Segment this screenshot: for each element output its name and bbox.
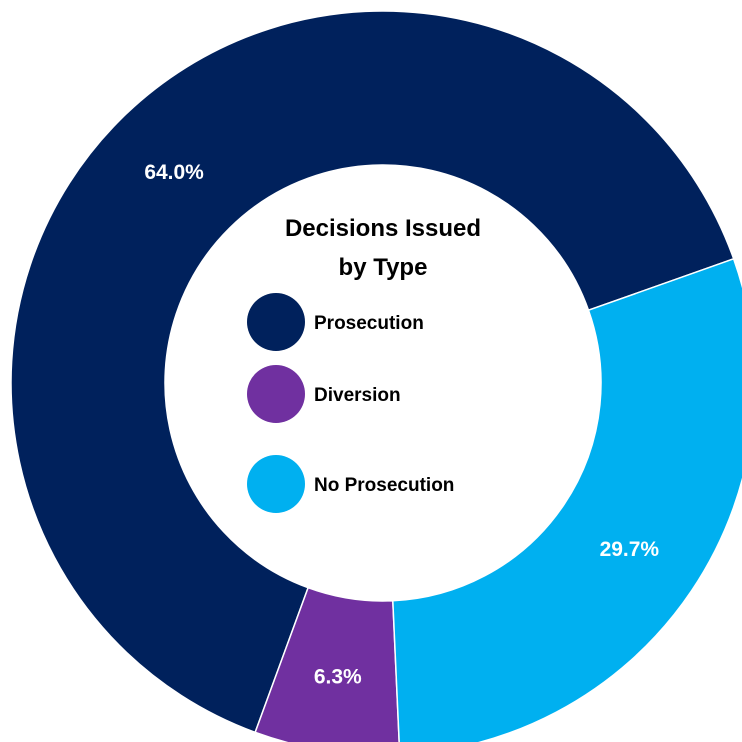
legend-label-prosecution: Prosecution [314,313,424,334]
legend: Prosecution Diversion No Prosecution [247,293,454,513]
slice-labels-group: 64.0% 6.3% 29.7% [144,161,659,689]
slice-label-prosecution: 64.0% [144,161,204,184]
slice-label-diversion: 6.3% [314,666,362,689]
chart-title-line-2: by Type [339,254,428,281]
slice-no-prosecution [392,257,742,742]
slices-group [10,10,742,742]
slice-diversion [254,586,400,742]
chart-title-line-1: Decisions Issued [285,215,481,242]
legend-label-no-prosecution: No Prosecution [314,475,454,496]
legend-swatch-prosecution [247,293,305,351]
legend-swatch-diversion [247,365,305,423]
slice-prosecution [10,10,735,734]
legend-label-diversion: Diversion [314,385,401,406]
slice-label-no-prosecution: 29.7% [600,538,660,561]
legend-swatch-no-prosecution [247,455,305,513]
